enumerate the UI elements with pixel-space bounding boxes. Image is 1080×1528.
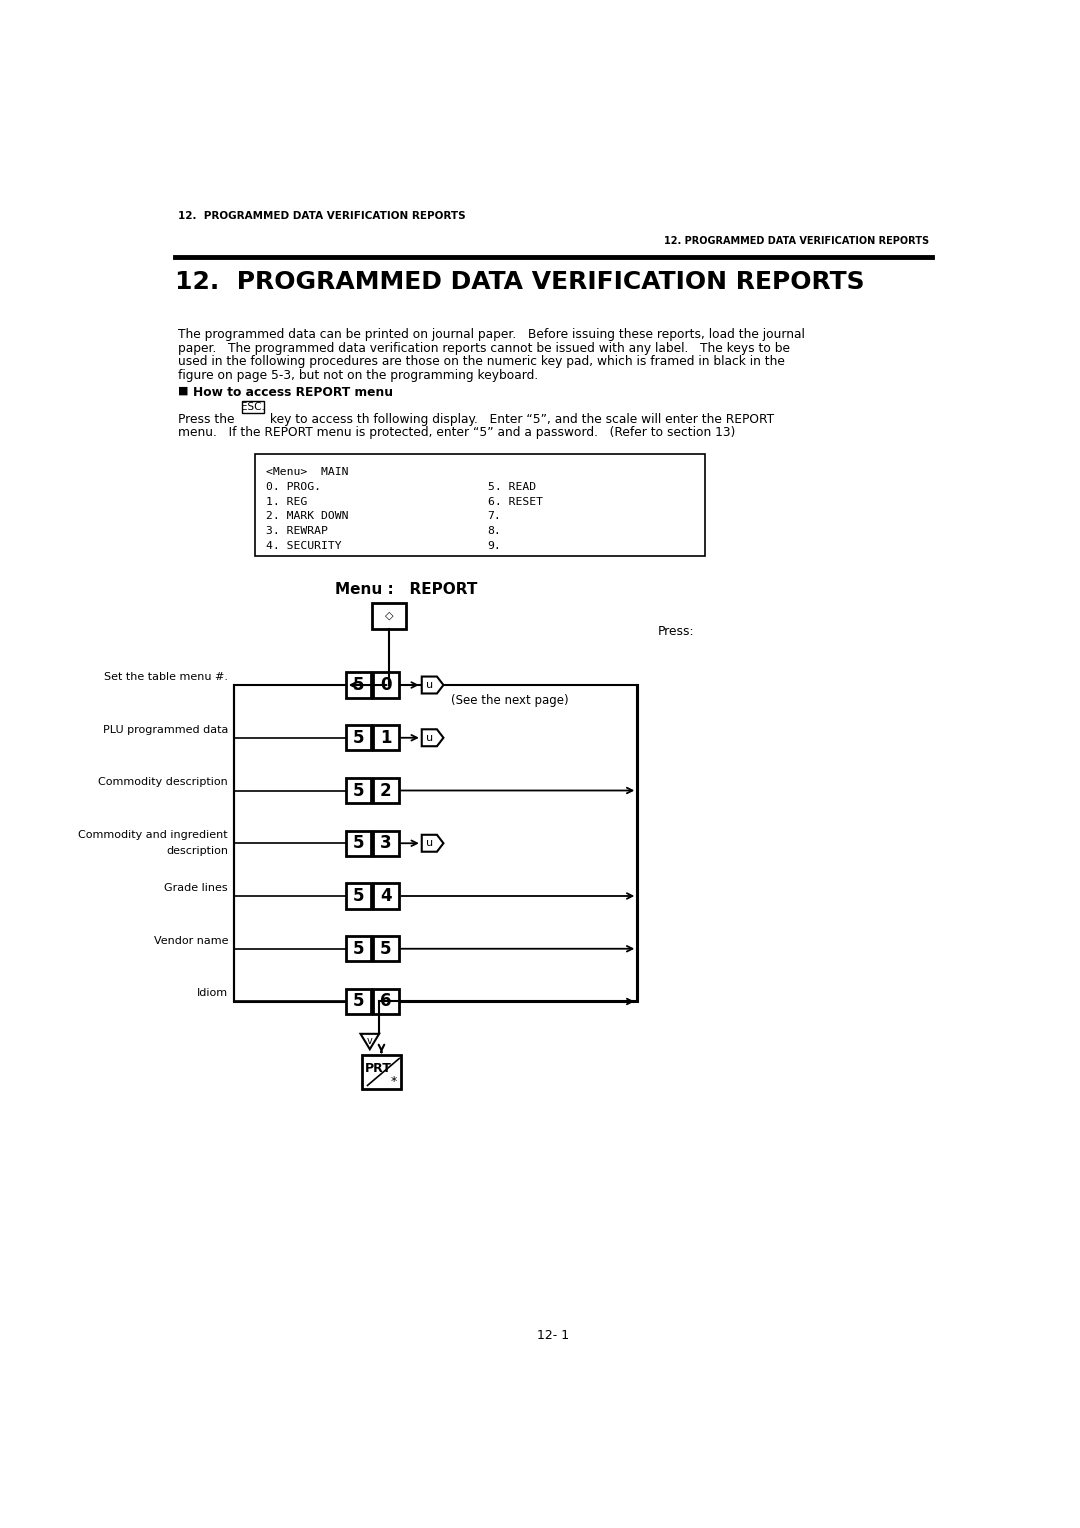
Bar [255,454,704,556]
Text: 6: 6 [380,993,391,1010]
Polygon shape [422,729,444,746]
Text: Commodity description: Commodity description [98,778,228,787]
Bar [346,778,372,804]
Bar [242,402,265,413]
Text: 5: 5 [353,675,364,694]
Text: 12. PROGRAMMED DATA VERIFICATION REPORTS: 12. PROGRAMMED DATA VERIFICATION REPORTS [664,235,930,246]
Bar [346,726,372,750]
Bar [346,883,372,909]
Text: 5: 5 [353,940,364,958]
Text: description: description [166,847,228,856]
Polygon shape [361,1034,379,1050]
Text: 2: 2 [380,781,392,799]
Text: ◇: ◇ [384,611,393,620]
Text: 4. SECURITY: 4. SECURITY [266,541,341,550]
Text: 5: 5 [353,886,364,905]
Bar [362,1056,401,1089]
Text: 8.: 8. [488,526,501,536]
Text: 5: 5 [353,781,364,799]
Bar [346,937,372,961]
Text: Commodity and ingredient: Commodity and ingredient [79,830,228,840]
Text: 5: 5 [380,940,391,958]
Text: figure on page 5-3, but not on the programming keyboard.: figure on page 5-3, but not on the progr… [177,368,538,382]
Text: 12.  PROGRAMMED DATA VERIFICATION REPORTS: 12. PROGRAMMED DATA VERIFICATION REPORTS [177,211,465,222]
Text: 4: 4 [380,886,392,905]
Text: 1: 1 [380,729,391,747]
Text: Press the: Press the [177,413,234,426]
Bar [373,937,399,961]
Text: Grade lines: Grade lines [164,883,228,892]
Text: The programmed data can be printed on journal paper.   Before issuing these repo: The programmed data can be printed on jo… [177,329,805,341]
Text: 2. MARK DOWN: 2. MARK DOWN [266,512,349,521]
Bar [373,989,399,1015]
Bar [373,604,406,630]
Text: 9.: 9. [488,541,501,550]
Text: 0. PROG.: 0. PROG. [266,483,321,492]
Text: 12.  PROGRAMMED DATA VERIFICATION REPORTS: 12. PROGRAMMED DATA VERIFICATION REPORTS [175,269,865,293]
Bar [373,883,399,909]
Text: 0: 0 [380,675,391,694]
Bar [346,989,372,1015]
Text: 7.: 7. [488,512,501,521]
Text: 3. REWRAP: 3. REWRAP [266,526,328,536]
Bar [373,831,399,856]
Text: ESC.: ESC. [241,402,265,413]
Bar [373,778,399,804]
Text: used in the following procedures are those on the numeric key pad, which is fram: used in the following procedures are tho… [177,354,784,368]
Text: *: * [391,1076,397,1088]
Text: Set the table menu #.: Set the table menu #. [104,672,228,681]
Bar [373,726,399,750]
Polygon shape [422,834,444,851]
Text: Menu :   REPORT: Menu : REPORT [335,582,477,597]
Text: 5: 5 [353,993,364,1010]
Text: Vendor name: Vendor name [153,935,228,946]
Text: 1. REG: 1. REG [266,497,307,507]
Text: u: u [427,733,433,743]
Text: 6. RESET: 6. RESET [488,497,542,507]
Text: ■: ■ [177,387,188,396]
Bar [346,831,372,856]
Text: <Menu>  MAIN: <Menu> MAIN [266,468,349,477]
Text: PRT: PRT [365,1062,392,1076]
Text: key to access th following display.   Enter “5”, and the scale will enter the RE: key to access th following display. Ente… [266,413,774,426]
Bar [346,672,372,698]
Text: paper.   The programmed data verification reports cannot be issued with any labe: paper. The programmed data verification … [177,342,789,354]
Text: 3: 3 [380,834,392,853]
Text: How to access REPORT menu: How to access REPORT menu [193,387,393,399]
Text: PLU programmed data: PLU programmed data [103,724,228,735]
Text: (See the next page): (See the next page) [451,694,569,707]
Text: 5. READ: 5. READ [488,483,536,492]
Text: 5: 5 [353,729,364,747]
Text: 5: 5 [353,834,364,853]
Text: Press:: Press: [658,625,694,637]
Polygon shape [422,677,444,694]
Text: u: u [427,839,433,848]
Text: 12- 1: 12- 1 [538,1329,569,1342]
Bar [233,685,637,1002]
Text: Idiom: Idiom [197,989,228,998]
Text: u: u [427,680,433,691]
Text: v: v [367,1036,373,1045]
Text: menu.   If the REPORT menu is protected, enter “5” and a password.   (Refer to s: menu. If the REPORT menu is protected, e… [177,426,735,439]
Bar [373,672,399,698]
